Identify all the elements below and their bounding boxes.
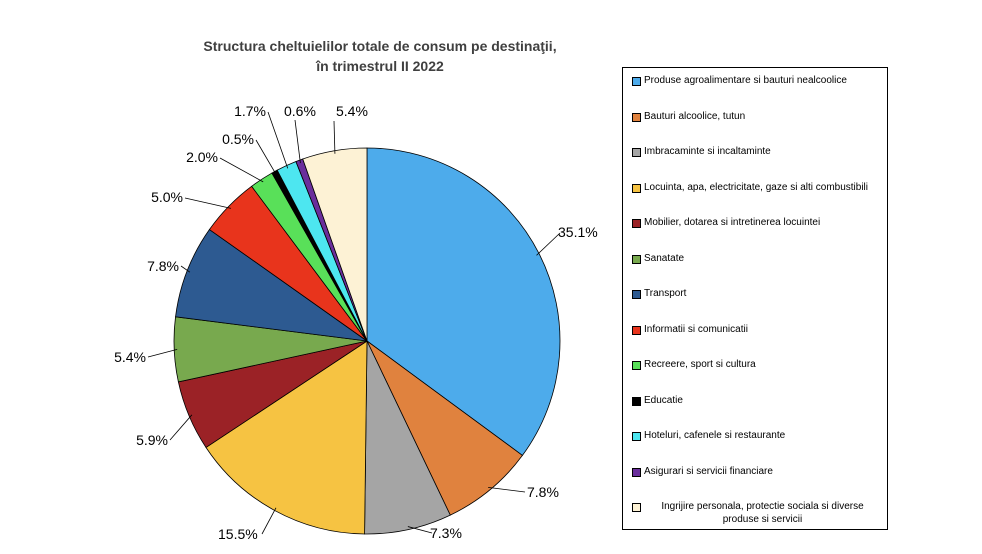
- leader-line: [180, 265, 191, 273]
- data-label: 15.5%: [218, 526, 258, 542]
- legend-swatch: [632, 503, 641, 512]
- data-label: 2.0%: [186, 149, 218, 165]
- leader-line: [147, 348, 178, 358]
- legend-item: Mobilier, dotarea si intretinerea locuin…: [632, 216, 881, 252]
- legend-swatch: [632, 219, 641, 228]
- data-label: 5.4%: [336, 103, 368, 119]
- legend-item: Educatie: [632, 394, 881, 430]
- data-label: 5.9%: [136, 432, 168, 448]
- data-label: 0.6%: [284, 103, 316, 119]
- leader-line: [488, 487, 526, 493]
- legend-item: Transport: [632, 287, 881, 323]
- legend-label: Asigurari si servicii financiare: [644, 465, 773, 477]
- legend-swatch: [632, 325, 641, 335]
- leader-line: [294, 119, 301, 164]
- pie-slice: [175, 228, 368, 342]
- legend-label: Bauturi alcoolice, tutun: [644, 110, 746, 122]
- legend-item: Produse agroalimentare si bauturi nealco…: [632, 74, 881, 110]
- leader-line: [536, 232, 561, 256]
- leader-line: [261, 507, 277, 535]
- legend-label: Recreere, sport si cultura: [644, 359, 756, 370]
- legend-swatch: [632, 290, 641, 299]
- leader-line: [255, 139, 277, 175]
- chart-title-line-2: în trimestrul II 2022: [316, 58, 444, 74]
- legend-swatch: [632, 361, 641, 370]
- legend: Produse agroalimentare si bauturi nealco…: [622, 67, 888, 530]
- legend-swatch: [632, 467, 641, 477]
- leader-line: [169, 414, 193, 441]
- pie-slice: [366, 147, 561, 456]
- legend-label: Locuinta, apa, electricitate, gaze si al…: [644, 181, 869, 193]
- chart-title-line-1: Structura cheltuielilor totale de consum…: [203, 38, 557, 54]
- legend-label: Produse agroalimentare si bauturi nealco…: [644, 75, 847, 86]
- legend-label: Imbracaminte si incaltaminte: [644, 146, 771, 157]
- leader-line: [407, 526, 433, 534]
- legend-label: Sanatate: [644, 252, 685, 264]
- legend-swatch: [632, 183, 641, 193]
- legend-label: Mobilier, dotarea si intretinerea locuin…: [644, 217, 821, 228]
- pie-slice: [302, 147, 368, 342]
- data-label: 7.8%: [147, 258, 179, 274]
- data-label: 5.0%: [151, 189, 183, 205]
- legend-item: Imbracaminte si incaltaminte: [632, 145, 881, 181]
- legend-item: Ingrijire personala, protectie sociala s…: [632, 500, 881, 536]
- leader-line: [219, 157, 264, 183]
- data-label: 7.8%: [527, 484, 559, 500]
- data-label: 1.7%: [234, 103, 266, 119]
- pie-slice: [366, 340, 523, 516]
- legend-label: Ingrijire personala, protectie sociala s…: [661, 501, 864, 525]
- legend-swatch: [632, 112, 641, 122]
- leader-line: [333, 120, 336, 154]
- legend-item: Locuinta, apa, electricitate, gaze si al…: [632, 181, 881, 217]
- data-label: 35.1%: [558, 224, 598, 240]
- legend-label: Educatie: [644, 394, 683, 406]
- leader-line: [184, 197, 232, 209]
- legend-label: Informatii si comunicatii: [644, 323, 748, 335]
- legend-item: Recreere, sport si cultura: [632, 358, 881, 394]
- legend-item: Informatii si comunicatii: [632, 323, 881, 359]
- legend-label: Transport: [644, 288, 687, 299]
- chart-title: Structura cheltuielilor totale de consum…: [180, 36, 580, 76]
- data-label: 0.5%: [222, 131, 254, 147]
- legend-swatch: [632, 148, 641, 157]
- legend-swatch: [632, 77, 641, 86]
- data-label: 7.3%: [430, 525, 462, 541]
- legend-item: Sanatate: [632, 252, 881, 288]
- data-label: 5.4%: [114, 349, 146, 365]
- legend-swatch: [632, 254, 641, 264]
- legend-item: Hoteluri, cafenele si restaurante: [632, 429, 881, 465]
- legend-item: Asigurari si servicii financiare: [632, 465, 881, 501]
- legend-swatch: [632, 396, 641, 406]
- leader-line: [267, 111, 289, 169]
- legend-label: Hoteluri, cafenele si restaurante: [644, 430, 786, 441]
- legend-swatch: [632, 432, 641, 441]
- legend-item: Bauturi alcoolice, tutun: [632, 110, 881, 146]
